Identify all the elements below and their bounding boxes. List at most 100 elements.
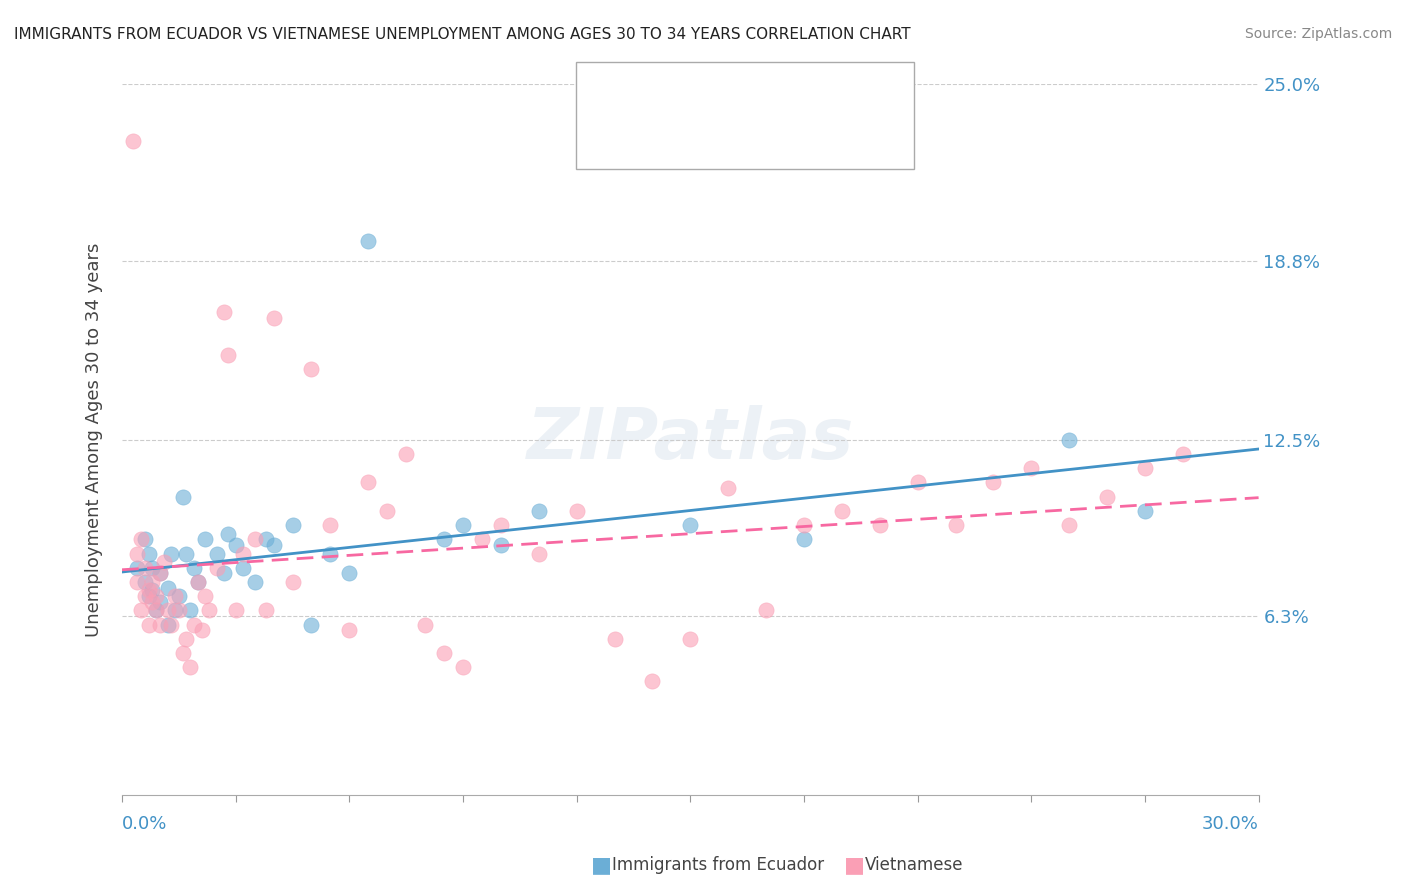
Point: [357, 234, 380, 248]
Point: [527, 547, 550, 561]
Point: [190, 624, 212, 638]
Text: 30.0%: 30.0%: [1202, 815, 1258, 833]
Point: [945, 518, 967, 533]
Point: [1133, 504, 1156, 518]
Point: [176, 547, 198, 561]
Point: [205, 547, 228, 561]
Point: [263, 310, 285, 325]
Point: [141, 574, 163, 589]
Point: [179, 603, 201, 617]
Point: [357, 475, 380, 490]
Point: [138, 589, 160, 603]
Point: [433, 646, 456, 660]
Text: N =: N =: [696, 95, 748, 113]
Point: [127, 574, 149, 589]
Point: [451, 518, 474, 533]
Point: [1019, 461, 1042, 475]
Point: [179, 660, 201, 674]
Point: [375, 504, 398, 518]
Point: [194, 589, 217, 603]
Point: [134, 560, 156, 574]
Point: [134, 589, 156, 603]
Point: [679, 632, 702, 646]
Y-axis label: Unemployment Among Ages 30 to 34 years: Unemployment Among Ages 30 to 34 years: [86, 243, 103, 637]
Text: R =: R =: [626, 95, 665, 113]
Point: [172, 646, 194, 660]
Point: [152, 555, 174, 569]
Point: [1057, 518, 1080, 533]
Point: [471, 533, 494, 547]
Point: [156, 581, 179, 595]
Point: [138, 583, 160, 598]
Point: [395, 447, 418, 461]
Point: [1057, 433, 1080, 447]
Point: [187, 574, 209, 589]
Text: 0.0%: 0.0%: [122, 815, 167, 833]
Point: [337, 624, 360, 638]
Text: Vietnamese: Vietnamese: [865, 856, 963, 874]
Point: [319, 518, 342, 533]
Point: [129, 603, 152, 617]
Point: [183, 560, 205, 574]
Point: [194, 533, 217, 547]
Point: [603, 632, 626, 646]
Point: [225, 603, 247, 617]
Point: [187, 574, 209, 589]
Point: [413, 617, 436, 632]
Point: [793, 518, 815, 533]
Point: [176, 632, 198, 646]
Text: 42: 42: [741, 95, 766, 113]
Point: [205, 560, 228, 574]
Text: Immigrants from Ecuador: Immigrants from Ecuador: [612, 856, 824, 874]
Point: [165, 589, 187, 603]
Point: [160, 547, 183, 561]
Point: [127, 547, 149, 561]
Point: [1095, 490, 1118, 504]
Point: [167, 603, 190, 617]
Point: [755, 603, 778, 617]
Point: [717, 481, 740, 495]
Point: [134, 533, 156, 547]
Point: [145, 589, 167, 603]
Point: [527, 504, 550, 518]
Text: 0.309: 0.309: [662, 123, 718, 141]
Point: [232, 547, 254, 561]
Point: [1171, 447, 1194, 461]
Point: [217, 526, 239, 541]
Point: [243, 574, 266, 589]
Point: [122, 134, 145, 148]
Text: IMMIGRANTS FROM ECUADOR VS VIETNAMESE UNEMPLOYMENT AMONG AGES 30 TO 34 YEARS COR: IMMIGRANTS FROM ECUADOR VS VIETNAMESE UN…: [14, 27, 911, 42]
Point: [225, 538, 247, 552]
Point: [869, 518, 891, 533]
Point: [145, 603, 167, 617]
Point: [129, 533, 152, 547]
Point: [141, 583, 163, 598]
Point: [1133, 461, 1156, 475]
Point: [165, 603, 187, 617]
Text: ZIPatlas: ZIPatlas: [527, 405, 853, 475]
Point: [641, 674, 664, 689]
Text: R =: R =: [626, 123, 665, 141]
Text: N =: N =: [696, 123, 748, 141]
Point: [337, 566, 360, 581]
Point: [831, 504, 853, 518]
Point: [149, 617, 172, 632]
Point: [149, 595, 172, 609]
Point: [254, 603, 277, 617]
Point: [489, 538, 512, 552]
Point: [489, 518, 512, 533]
Point: [134, 574, 156, 589]
Point: [679, 518, 702, 533]
Point: [565, 504, 588, 518]
Point: [172, 490, 194, 504]
Text: ■: ■: [607, 123, 628, 143]
Point: [281, 518, 304, 533]
Point: [254, 533, 277, 547]
Point: [183, 617, 205, 632]
Text: Source: ZipAtlas.com: Source: ZipAtlas.com: [1244, 27, 1392, 41]
Text: 0.114: 0.114: [662, 95, 718, 113]
Point: [156, 617, 179, 632]
Point: [167, 589, 190, 603]
Point: [263, 538, 285, 552]
Point: [156, 603, 179, 617]
